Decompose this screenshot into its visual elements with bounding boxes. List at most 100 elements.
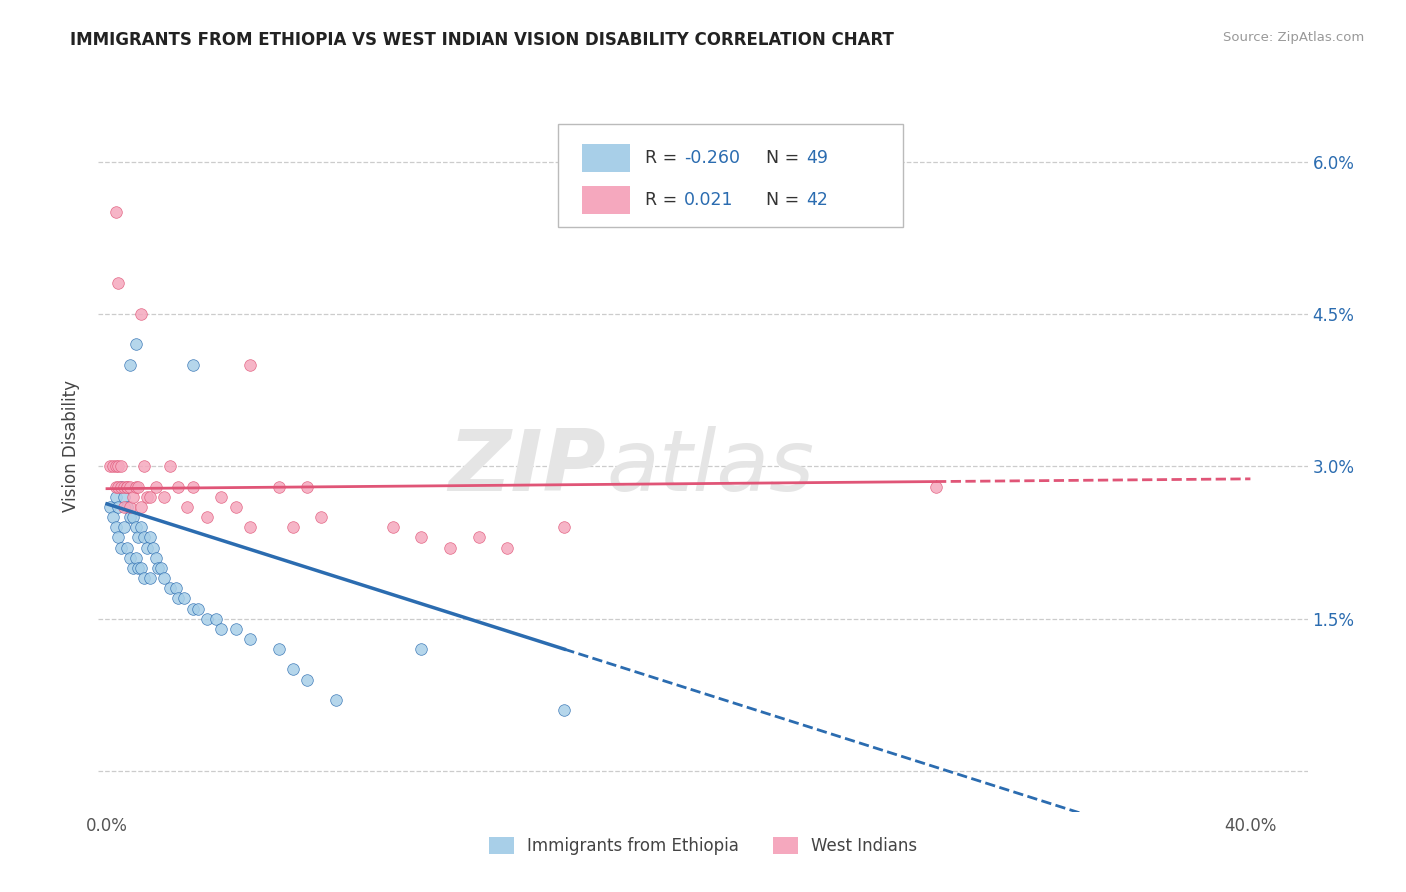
Point [204,612,226,626]
Text: R =: R = [645,149,683,167]
Point [496,541,519,555]
Y-axis label: Vision Disability: Vision Disability [62,380,80,512]
Point [124,337,146,351]
Point [553,520,575,534]
Point [209,490,232,504]
Point [115,541,138,555]
Point [239,632,262,646]
FancyBboxPatch shape [558,124,903,227]
Point [129,500,152,514]
Text: atlas: atlas [606,426,814,509]
Point [150,561,173,575]
Point [136,490,159,504]
Point [124,520,146,534]
Point [195,612,218,626]
Text: 0.021: 0.021 [683,191,733,210]
Text: Source: ZipAtlas.com: Source: ZipAtlas.com [1223,31,1364,45]
Point [134,530,156,544]
Point [281,663,304,677]
Point [127,530,149,544]
Point [187,601,209,615]
Point [107,480,129,494]
Point [167,480,190,494]
Text: R =: R = [645,191,683,210]
Point [129,561,152,575]
Point [98,500,121,514]
Point [239,520,262,534]
Point [153,490,176,504]
Text: IMMIGRANTS FROM ETHIOPIA VS WEST INDIAN VISION DISABILITY CORRELATION CHART: IMMIGRANTS FROM ETHIOPIA VS WEST INDIAN … [70,31,894,49]
Text: N =: N = [766,191,804,210]
Point [225,622,247,636]
Point [167,591,190,606]
Point [181,601,204,615]
Text: 42: 42 [806,191,828,210]
Point [107,459,129,474]
Point [118,550,141,565]
Point [124,550,146,565]
Point [104,490,127,504]
Point [101,459,124,474]
Point [104,205,127,219]
Legend: Immigrants from Ethiopia, West Indians: Immigrants from Ethiopia, West Indians [482,830,924,862]
Point [553,703,575,717]
Point [112,500,135,514]
Point [181,480,204,494]
Text: N =: N = [766,149,804,167]
Point [142,541,165,555]
Point [115,480,138,494]
Point [139,530,162,544]
Point [107,530,129,544]
Point [925,480,948,494]
Point [181,358,204,372]
Point [118,480,141,494]
Point [148,561,170,575]
Point [411,642,433,657]
Point [127,561,149,575]
Point [107,277,129,291]
Point [118,358,141,372]
Point [267,642,290,657]
Point [134,459,156,474]
Point [124,480,146,494]
Point [267,480,290,494]
Point [165,581,187,595]
Point [110,480,132,494]
Point [118,500,141,514]
Point [118,510,141,524]
Point [281,520,304,534]
Text: 49: 49 [806,149,828,167]
Point [176,500,198,514]
Point [145,480,167,494]
Point [139,571,162,585]
Point [145,550,167,565]
Text: -0.260: -0.260 [683,149,740,167]
Point [104,459,127,474]
Point [159,581,181,595]
Point [121,561,143,575]
Point [295,673,318,687]
Point [325,693,347,707]
Point [295,480,318,494]
Point [153,571,176,585]
Point [107,500,129,514]
Point [104,480,127,494]
Point [439,541,461,555]
FancyBboxPatch shape [582,186,630,214]
Point [101,510,124,524]
Point [110,480,132,494]
Point [129,520,152,534]
Point [115,480,138,494]
Point [467,530,489,544]
Point [311,510,333,524]
Point [127,480,149,494]
Point [411,530,433,544]
Point [121,510,143,524]
Point [110,459,132,474]
FancyBboxPatch shape [582,144,630,171]
Point [98,459,121,474]
Point [195,510,218,524]
Point [139,490,162,504]
Point [112,520,135,534]
Point [134,571,156,585]
